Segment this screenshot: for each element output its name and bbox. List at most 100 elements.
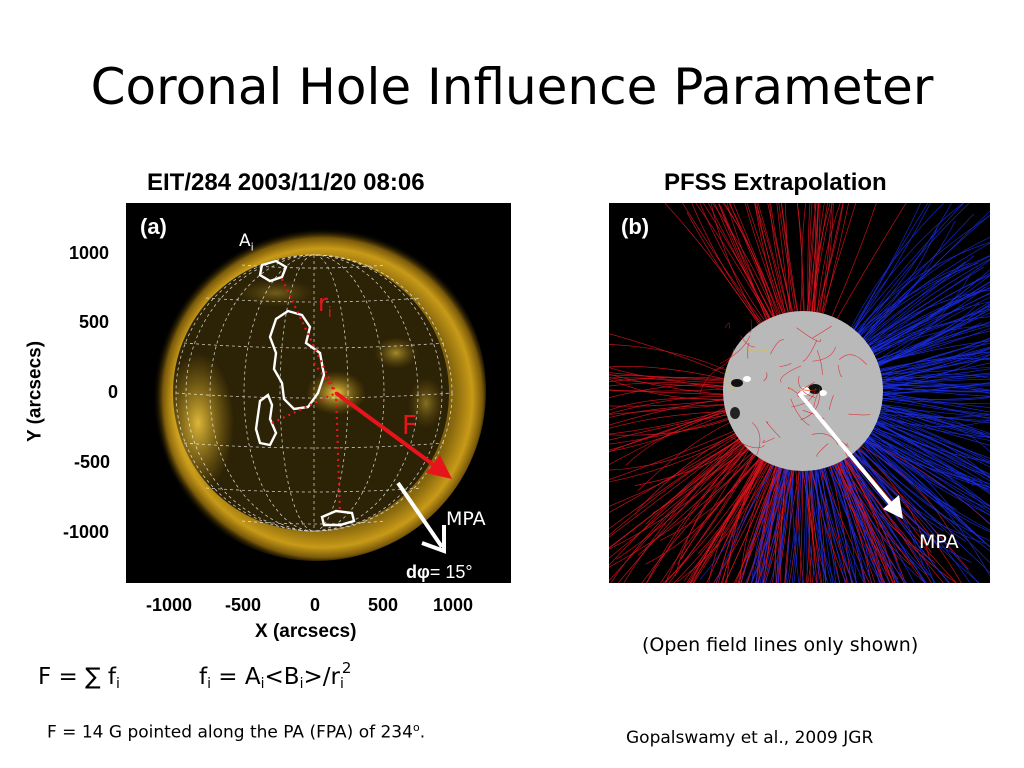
label-F: F	[402, 411, 417, 441]
active-region	[236, 279, 316, 307]
active-region	[408, 377, 444, 429]
field-line	[802, 339, 818, 362]
influence-arrow-F	[334, 391, 452, 479]
y-tick: 500	[79, 312, 110, 332]
field-line	[850, 395, 990, 400]
field-line	[609, 415, 763, 582]
y-tick: -1000	[63, 522, 110, 542]
field-line	[818, 436, 841, 583]
field-line	[609, 386, 756, 392]
field-line	[845, 269, 990, 369]
field-line	[693, 435, 786, 583]
field-line	[609, 418, 765, 513]
field-line	[848, 351, 990, 377]
pfss-image-panel: (b) MPA	[609, 203, 990, 583]
field-line	[833, 427, 927, 583]
field-line	[848, 404, 990, 424]
y-tick: 1000	[69, 243, 110, 263]
label-ri: ri	[318, 289, 332, 321]
field-line	[609, 393, 756, 451]
field-line	[812, 325, 832, 339]
equation-F: F = ∑ fi	[38, 664, 120, 692]
field-line	[816, 443, 829, 457]
active-region	[374, 337, 418, 369]
field-line	[712, 348, 735, 371]
pfss-image	[609, 203, 990, 583]
field-line	[844, 287, 990, 368]
field-line	[850, 386, 990, 393]
field-line	[725, 370, 737, 394]
field-line	[838, 422, 990, 548]
panel-label-a: (a)	[140, 214, 167, 239]
field-line	[828, 431, 936, 583]
field-line	[848, 346, 990, 377]
field-line	[770, 339, 784, 355]
field-line	[730, 436, 765, 449]
label-Ai: Ai	[239, 231, 254, 254]
field-line	[836, 255, 990, 358]
citation: Gopalswamy et al., 2009 JGR	[626, 728, 874, 748]
field-line	[765, 421, 781, 438]
x-axis-label: X (arcsecs)	[255, 621, 357, 642]
coordinate-grid	[175, 254, 453, 532]
field-line	[609, 429, 775, 568]
label-MPA-a: MPA	[446, 508, 486, 530]
field-line	[812, 346, 836, 362]
field-line	[699, 367, 725, 394]
field-line	[844, 274, 990, 367]
mpa-arrow	[396, 481, 446, 554]
field-line	[850, 397, 990, 437]
x-tick: 1000	[433, 595, 474, 615]
field-line	[840, 255, 990, 362]
field-line	[609, 425, 771, 549]
field-line	[610, 431, 778, 583]
field-line	[791, 388, 816, 408]
field-line	[828, 394, 834, 411]
label-MPA-b: MPA	[919, 531, 959, 553]
x-tick: 0	[310, 595, 321, 615]
field-line	[796, 327, 822, 342]
x-tick: -1000	[146, 595, 193, 615]
field-line	[609, 425, 770, 559]
field-line	[835, 203, 922, 356]
field-line	[835, 425, 990, 574]
field-line	[850, 394, 990, 417]
figure-a-heading: EIT/284 2003/11/20 08:06	[147, 169, 425, 196]
field-line	[839, 354, 867, 365]
field-line	[839, 203, 970, 361]
coronal-hole-contours	[254, 259, 356, 527]
field-line	[797, 382, 815, 397]
field-line	[816, 350, 823, 375]
field-line	[609, 374, 756, 383]
mpa-arrow-b	[797, 391, 903, 519]
label-dphi: dφ= 15°	[406, 562, 473, 582]
bright-limb-region	[162, 353, 234, 493]
eit-image-panel: (a) Ai ri F MPA dφ= 15°	[126, 203, 511, 583]
field-line	[609, 418, 764, 480]
field-line	[747, 319, 752, 333]
y-axis-label: Y (arcsecs)	[24, 340, 46, 443]
field-line	[802, 387, 816, 398]
field-line	[847, 304, 990, 375]
field-line	[779, 363, 792, 367]
equation-fi: fi = Ai<Bi>/ri2	[199, 659, 352, 692]
y-tick: -500	[74, 452, 111, 472]
field-line	[692, 432, 780, 583]
field-line	[850, 398, 990, 468]
field-line	[762, 437, 775, 443]
y-tick: 0	[108, 382, 119, 402]
field-line	[848, 374, 990, 379]
disk-field-lines	[699, 319, 871, 464]
x-tick: 500	[368, 595, 399, 615]
slide-title: Coronal Hole Influence Parameter	[90, 58, 934, 116]
field-line	[776, 437, 794, 583]
field-line	[690, 430, 776, 583]
field-line	[798, 376, 818, 391]
panel-label-b: (b)	[621, 214, 650, 239]
field-line	[719, 335, 751, 364]
field-line	[724, 322, 731, 329]
field-line	[850, 378, 990, 392]
field-line	[780, 365, 802, 383]
x-tick: -500	[225, 595, 262, 615]
figure-b-heading: PFSS Extrapolation	[664, 169, 887, 196]
